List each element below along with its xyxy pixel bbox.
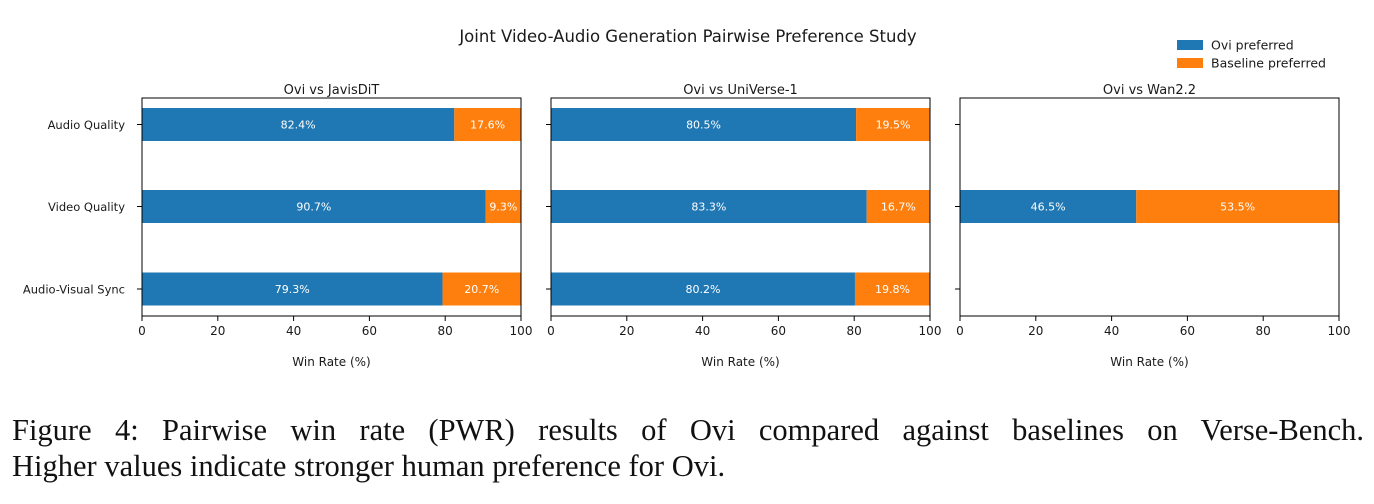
bar-baseline-preferred bbox=[1136, 190, 1339, 223]
bar-ovi-preferred bbox=[551, 190, 867, 223]
bar-label-ovi: 79.3% bbox=[275, 283, 310, 296]
chart-title: Joint Video-Audio Generation Pairwise Pr… bbox=[458, 27, 917, 46]
bar-ovi-preferred bbox=[551, 108, 857, 141]
x-tick-label: 100 bbox=[1328, 324, 1351, 338]
bar-baseline-preferred bbox=[854, 272, 930, 306]
panel-title: Ovi vs JavisDiT bbox=[284, 83, 380, 98]
x-tick-label: 20 bbox=[210, 324, 225, 338]
panel-frame bbox=[550, 97, 931, 317]
bar-ovi-preferred bbox=[142, 190, 486, 223]
bar-label-ovi: 80.5% bbox=[686, 119, 721, 132]
bar-label-baseline: 20.7% bbox=[464, 283, 499, 296]
x-tick-label: 80 bbox=[438, 324, 453, 338]
x-axis-label: Win Rate (%) bbox=[292, 355, 370, 369]
bar-ovi-preferred bbox=[960, 190, 1137, 223]
bar-baseline-preferred bbox=[485, 190, 521, 223]
x-tick-label: 20 bbox=[619, 324, 634, 338]
x-tick-label: 60 bbox=[362, 324, 377, 338]
bar-baseline-preferred bbox=[454, 108, 521, 141]
x-tick-label: 100 bbox=[919, 324, 942, 338]
bar-label-baseline: 19.8% bbox=[875, 283, 910, 296]
bar-label-baseline: 19.5% bbox=[876, 119, 911, 132]
y-tick-label: Video Quality bbox=[48, 200, 125, 214]
x-tick-label: 100 bbox=[510, 324, 533, 338]
x-tick-label: 0 bbox=[956, 324, 964, 338]
bar-label-ovi: 83.3% bbox=[691, 201, 726, 214]
x-tick-label: 0 bbox=[138, 324, 146, 338]
x-tick-label: 60 bbox=[1180, 324, 1195, 338]
legend-label-ovi: Ovi preferred bbox=[1211, 38, 1294, 53]
bar-label-baseline: 53.5% bbox=[1220, 201, 1255, 214]
x-tick-label: 40 bbox=[286, 324, 301, 338]
legend-label-baseline: Baseline preferred bbox=[1211, 56, 1326, 71]
panel-frame bbox=[959, 97, 1340, 317]
caption-line-1: Figure 4: Pairwise win rate (PWR) result… bbox=[12, 413, 1364, 447]
y-tick-label: Audio Quality bbox=[48, 118, 126, 132]
bar-label-ovi: 82.4% bbox=[281, 119, 316, 132]
x-tick-label: 40 bbox=[1104, 324, 1119, 338]
bar-label-ovi: 80.2% bbox=[686, 283, 721, 296]
bar-label-baseline: 17.6% bbox=[470, 119, 505, 132]
panel-title: Ovi vs Wan2.2 bbox=[1103, 83, 1196, 98]
x-tick-label: 80 bbox=[1256, 324, 1271, 338]
bar-ovi-preferred bbox=[142, 272, 443, 306]
panel-frame bbox=[141, 97, 522, 317]
bar-label-baseline: 16.7% bbox=[881, 201, 916, 214]
legend-swatch-baseline bbox=[1177, 58, 1203, 68]
y-tick-label: Audio-Visual Sync bbox=[23, 283, 125, 297]
x-axis-label: Win Rate (%) bbox=[1110, 355, 1188, 369]
figure-caption: Figure 4: Pairwise win rate (PWR) result… bbox=[12, 412, 1364, 484]
x-axis-label: Win Rate (%) bbox=[701, 355, 779, 369]
bar-baseline-preferred bbox=[866, 190, 930, 223]
panel-title: Ovi vs UniVerse-1 bbox=[683, 83, 798, 98]
x-tick-label: 20 bbox=[1028, 324, 1043, 338]
bar-ovi-preferred bbox=[551, 272, 855, 306]
legend-swatch-ovi bbox=[1177, 40, 1203, 50]
x-tick-label: 40 bbox=[695, 324, 710, 338]
x-tick-label: 80 bbox=[847, 324, 862, 338]
chart: Joint Video-Audio Generation Pairwise Pr… bbox=[23, 27, 1351, 369]
bar-label-ovi: 90.7% bbox=[296, 201, 331, 214]
bar-baseline-preferred bbox=[856, 108, 930, 141]
bar-ovi-preferred bbox=[142, 108, 455, 141]
bar-label-ovi: 46.5% bbox=[1031, 201, 1066, 214]
bar-baseline-preferred bbox=[442, 272, 521, 306]
x-tick-label: 0 bbox=[547, 324, 555, 338]
bar-label-baseline: 9.3% bbox=[489, 201, 517, 214]
caption-line-2: Higher values indicate stronger human pr… bbox=[12, 449, 726, 483]
x-tick-label: 60 bbox=[771, 324, 786, 338]
